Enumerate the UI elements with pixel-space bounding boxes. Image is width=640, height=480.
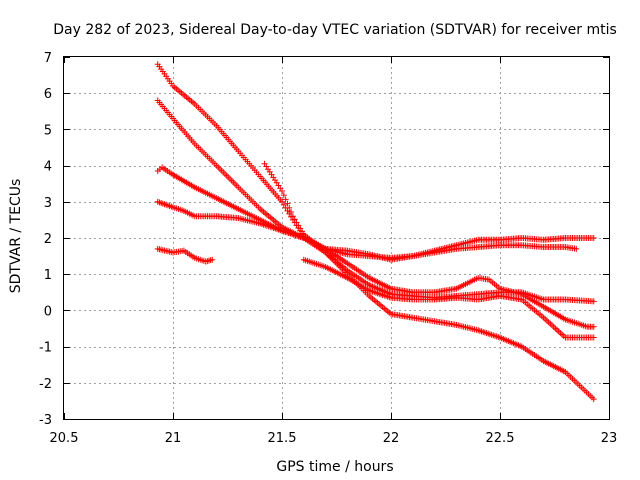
data-point-marker xyxy=(297,225,304,232)
data-point-marker xyxy=(280,201,287,208)
data-point-marker xyxy=(282,196,289,203)
series-satellite-track-7 xyxy=(300,256,597,341)
data-point-marker xyxy=(286,204,293,211)
data-point-marker xyxy=(284,207,291,214)
data-point-marker xyxy=(590,396,597,403)
x-tick-label: 22 xyxy=(383,431,400,446)
y-axis-label: SDTVAR / TECUs xyxy=(8,179,24,294)
data-point-marker xyxy=(288,209,295,216)
x-tick-label: 22.5 xyxy=(486,431,515,446)
y-tick-label: 2 xyxy=(44,232,52,247)
y-tick-label: 7 xyxy=(44,51,52,66)
x-tick-label: 21.5 xyxy=(268,431,297,446)
series-satellite-track-1 xyxy=(154,61,597,263)
series-satellite-track-2 xyxy=(154,97,580,261)
data-point-marker xyxy=(280,192,287,199)
y-tick-label: 0 xyxy=(44,304,52,319)
y-tick-label: 3 xyxy=(44,196,52,211)
x-tick-label: 23 xyxy=(601,431,618,446)
data-point-marker xyxy=(279,198,285,205)
grid-lines xyxy=(64,57,609,419)
y-tick-label: 1 xyxy=(44,268,52,283)
data-point-marker xyxy=(573,245,580,252)
data-point-marker xyxy=(279,187,285,194)
data-point-marker xyxy=(590,298,597,305)
y-tick-label: -2 xyxy=(39,377,52,392)
y-tick-label: -3 xyxy=(39,413,52,428)
data-point-marker xyxy=(209,256,216,263)
data-point-marker xyxy=(590,235,597,241)
data-point-marker xyxy=(293,219,300,226)
data-point-marker xyxy=(289,213,296,220)
data-point-marker xyxy=(590,334,597,341)
data-point-marker xyxy=(295,222,302,229)
data-point-marker xyxy=(291,216,298,223)
y-tick-label: 5 xyxy=(44,123,52,138)
data-point-marker xyxy=(590,323,597,330)
series-satellite-track-5 xyxy=(154,245,216,265)
series-satellite-track-4 xyxy=(154,198,597,305)
chart-title: Day 282 of 2023, Sidereal Day-to-day VTE… xyxy=(53,22,617,38)
data-points xyxy=(154,61,597,403)
y-tick-label: -1 xyxy=(39,341,52,356)
data-point-marker xyxy=(284,200,291,207)
data-point-marker xyxy=(298,228,305,235)
x-tick-label: 21 xyxy=(165,431,182,446)
x-tick-label: 20.5 xyxy=(50,431,79,446)
plot-frame xyxy=(63,56,610,420)
y-tick-label: 6 xyxy=(44,87,52,102)
x-axis-label: GPS time / hours xyxy=(276,459,393,475)
series-satellite-track-6 xyxy=(261,160,597,403)
y-tick-label: 4 xyxy=(44,160,52,175)
